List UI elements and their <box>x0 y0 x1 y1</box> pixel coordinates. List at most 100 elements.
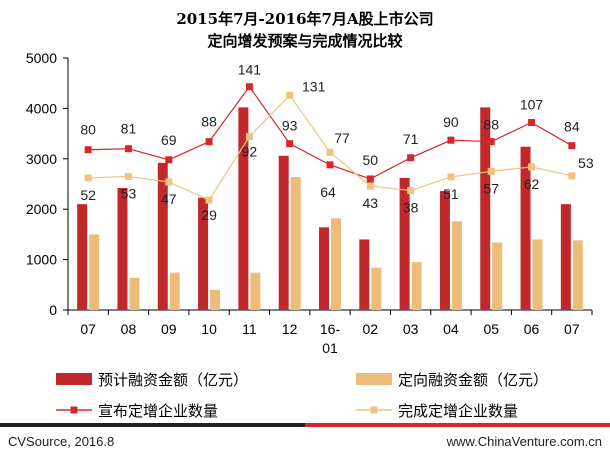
label-completed: 57 <box>483 180 499 196</box>
marker-announced <box>528 119 536 127</box>
y-tick-label: 3000 <box>26 151 57 167</box>
marker-completed <box>245 133 253 141</box>
bar-actual-financing <box>572 240 583 310</box>
bar-actual-financing <box>411 262 422 310</box>
label-completed: 131 <box>302 78 326 94</box>
chart-title-line2: 定向增发预案与完成情况比较 <box>207 32 403 50</box>
marker-announced <box>487 138 495 146</box>
x-tick-label: 09 <box>161 321 177 337</box>
x-tick-label: 03 <box>403 321 419 337</box>
legend-actual-financing-label: 定向融资金额（亿元） <box>398 371 548 389</box>
label-announced: 88 <box>201 114 217 130</box>
bar-actual-financing <box>129 277 140 310</box>
x-tick-label: 04 <box>443 321 459 337</box>
legend-actual-financing-swatch <box>356 373 392 385</box>
label-completed: 47 <box>161 191 177 207</box>
label-completed: 77 <box>334 130 350 146</box>
label-announced: 69 <box>161 132 177 148</box>
legend-planned-financing-label: 预计融资金额（亿元） <box>98 371 248 389</box>
label-announced: 90 <box>443 114 459 130</box>
marker-completed <box>286 91 294 99</box>
marker-completed <box>407 187 415 195</box>
footer-divider <box>0 423 610 427</box>
x-tick-label: 07 <box>80 321 96 337</box>
label-completed: 51 <box>443 186 459 202</box>
x-tick-label: 11 <box>242 321 257 337</box>
legend-planned-financing-swatch <box>56 373 92 385</box>
label-announced: 107 <box>520 97 544 113</box>
marker-completed <box>528 163 536 171</box>
bar-planned-financing <box>319 227 329 310</box>
y-tick-label: 0 <box>49 302 57 318</box>
label-announced: 71 <box>403 131 419 147</box>
label-announced: 64 <box>320 184 336 200</box>
label-announced: 93 <box>282 118 298 134</box>
legend-announced-count-swatch-marker <box>70 406 78 414</box>
x-tick-label: 05 <box>483 321 499 337</box>
marker-completed <box>124 172 132 180</box>
x-tick-label: 08 <box>121 321 137 337</box>
bar-planned-financing <box>117 188 128 310</box>
bar-planned-financing <box>77 204 88 310</box>
label-completed: 52 <box>80 187 96 203</box>
x-tick-label: 06 <box>524 321 540 337</box>
bar-actual-financing <box>331 218 341 310</box>
bar-actual-financing <box>210 289 221 310</box>
label-announced: 81 <box>121 121 137 137</box>
label-completed: 53 <box>578 155 594 171</box>
x-tick-label: 01 <box>322 340 338 356</box>
chart-title-line1: 2015年7月-2016年7月A股上市公司 <box>176 10 434 28</box>
marker-completed <box>205 196 213 204</box>
bar-planned-financing <box>399 177 410 310</box>
y-tick-label: 4000 <box>26 100 57 116</box>
marker-announced <box>84 146 92 154</box>
x-tick-label: 16- <box>320 321 341 337</box>
label-completed: 38 <box>403 200 419 216</box>
source-credit: CVSource, 2016.8 <box>8 434 115 449</box>
marker-announced <box>245 83 253 91</box>
label-completed: 92 <box>242 144 258 160</box>
bar-actual-financing <box>250 272 261 310</box>
x-tick-label: 12 <box>282 321 298 337</box>
marker-announced <box>124 145 132 153</box>
bar-planned-financing <box>560 204 571 310</box>
marker-announced <box>447 136 455 144</box>
marker-completed <box>84 174 92 182</box>
marker-announced <box>366 175 374 183</box>
x-tick-label: 02 <box>363 321 379 337</box>
bar-actual-financing <box>89 234 100 310</box>
marker-completed <box>165 178 173 186</box>
bar-planned-financing <box>359 239 370 310</box>
bar-actual-financing <box>492 242 503 310</box>
bar-planned-financing <box>238 107 249 310</box>
x-tick-label: 07 <box>564 321 580 337</box>
label-announced: 80 <box>80 122 96 138</box>
marker-announced <box>407 154 415 162</box>
label-announced: 88 <box>483 117 499 133</box>
y-tick-label: 5000 <box>26 50 57 66</box>
legend-completed-count-label: 完成定增企业数量 <box>398 402 518 420</box>
marker-completed <box>568 172 576 180</box>
label-completed: 53 <box>121 185 137 201</box>
label-completed: 29 <box>201 207 217 223</box>
bar-planned-financing <box>520 146 531 310</box>
bar-planned-financing <box>439 191 450 310</box>
bar-actual-financing <box>290 176 301 310</box>
bar-actual-financing <box>532 239 543 310</box>
marker-completed <box>326 148 334 156</box>
label-completed: 43 <box>363 195 379 211</box>
marker-announced <box>286 140 294 148</box>
source-website: www.ChinaVenture.com.cn <box>446 434 602 449</box>
x-tick-label: 10 <box>201 321 217 337</box>
label-announced: 141 <box>238 62 262 78</box>
bar-planned-financing <box>480 107 491 310</box>
bar-planned-financing <box>157 162 168 310</box>
bar-planned-financing <box>198 197 209 310</box>
y-tick-label: 2000 <box>26 201 57 217</box>
marker-completed <box>366 182 374 190</box>
legend-announced-count-label: 宣布定增企业数量 <box>98 402 218 420</box>
y-tick-label: 1000 <box>26 252 57 268</box>
marker-completed <box>487 167 495 175</box>
bar-actual-financing <box>169 272 180 310</box>
